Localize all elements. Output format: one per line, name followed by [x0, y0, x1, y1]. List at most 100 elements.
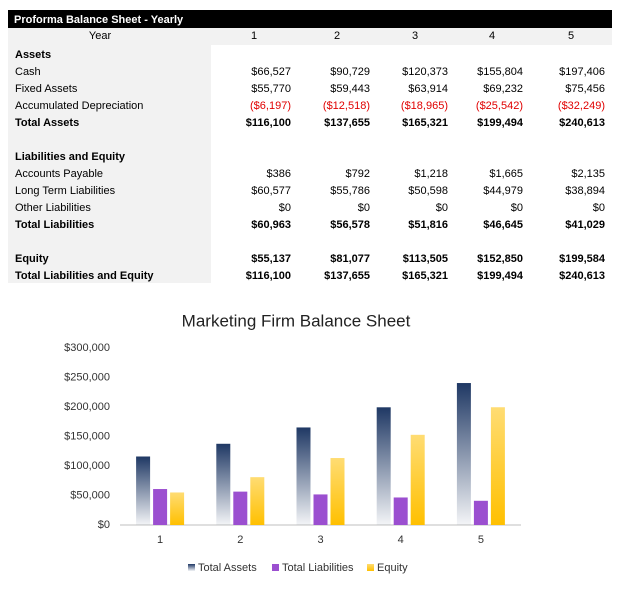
row-value: $51,816	[408, 219, 448, 231]
y-tick-label: $0	[98, 519, 110, 531]
row-value: $41,029	[565, 219, 605, 231]
row-value: $50,598	[408, 185, 448, 197]
row-label: Total Liabilities and Equity	[15, 270, 154, 282]
row-value: $2,135	[571, 168, 605, 180]
header-bg	[8, 28, 612, 45]
header-cell: 4	[488, 30, 496, 42]
legend-swatch	[188, 564, 195, 571]
row-value: $55,786	[330, 185, 370, 197]
row-value: $386	[266, 168, 291, 180]
row-value: $199,584	[559, 253, 605, 265]
y-tick-label: $100,000	[64, 460, 110, 472]
row-value: $75,456	[565, 83, 605, 95]
row-value: $81,077	[330, 253, 370, 265]
row-value: $0	[357, 202, 370, 214]
row-value: $66,527	[251, 66, 291, 78]
bar	[296, 427, 311, 525]
header-cell: 2	[333, 30, 341, 42]
bar	[490, 407, 505, 525]
row-value: $152,850	[477, 253, 523, 265]
row-value: $56,578	[330, 219, 370, 231]
row-value: $1,218	[414, 168, 448, 180]
row-value: $63,914	[408, 83, 448, 95]
y-tick-label: $300,000	[64, 342, 110, 354]
row-value: ($32,249)	[557, 100, 605, 112]
row-label: Fixed Assets	[15, 83, 78, 95]
header-cell: 1	[250, 30, 258, 42]
bar	[473, 500, 488, 525]
row-value: $792	[345, 168, 370, 180]
x-tick-label: 5	[478, 534, 484, 546]
bar	[376, 407, 391, 525]
bar	[170, 492, 185, 525]
legend-swatch	[367, 564, 374, 571]
row-value: ($18,965)	[400, 100, 448, 112]
table-title: Proforma Balance Sheet - Yearly	[14, 14, 184, 26]
legend-label: Total Liabilities	[282, 562, 354, 574]
y-tick-label: $250,000	[64, 371, 110, 383]
row-value: $59,443	[330, 83, 370, 95]
row-value: ($12,518)	[322, 100, 370, 112]
row-label: Accounts Payable	[15, 168, 104, 180]
row-value: $113,505	[402, 253, 448, 265]
row-value: $240,613	[559, 270, 605, 282]
bar	[330, 458, 345, 525]
header-cell: 5	[567, 30, 575, 42]
x-tick-label: 2	[237, 534, 243, 546]
x-tick-label: 3	[317, 534, 323, 546]
row-value: $0	[592, 202, 605, 214]
row-value: ($6,197)	[250, 100, 291, 112]
row-value: $165,321	[402, 117, 448, 129]
row-value: $116,100	[245, 270, 291, 282]
row-label: Equity	[15, 253, 49, 265]
row-value: $197,406	[559, 66, 605, 78]
header-cell: 3	[411, 30, 419, 42]
y-tick-label: $150,000	[64, 430, 110, 442]
header-cell: Year	[88, 30, 112, 42]
row-value: $90,729	[330, 66, 370, 78]
x-tick-label: 4	[398, 534, 404, 546]
row-value: ($25,542)	[475, 100, 523, 112]
title-bar	[8, 10, 612, 28]
legend-label: Equity	[377, 562, 408, 574]
bar	[393, 497, 408, 525]
row-value: $0	[510, 202, 523, 214]
section-heading: Liabilities and Equity	[15, 151, 126, 163]
row-value: $120,373	[402, 66, 448, 78]
bar	[410, 434, 425, 525]
row-value: $55,770	[251, 83, 291, 95]
row-value: $60,963	[251, 219, 291, 231]
row-value: $44,979	[483, 185, 523, 197]
row-label: Long Term Liabilities	[15, 185, 116, 197]
bar	[153, 489, 168, 525]
bar	[313, 494, 328, 525]
bar	[216, 443, 231, 525]
chart-title: Marketing Firm Balance Sheet	[182, 311, 411, 330]
row-label: Total Liabilities	[15, 219, 95, 231]
bar	[250, 477, 265, 525]
row-value: $69,232	[483, 83, 523, 95]
row-value: $240,613	[559, 117, 605, 129]
y-tick-label: $200,000	[64, 401, 110, 413]
y-tick-label: $50,000	[70, 489, 110, 501]
row-value: $55,137	[251, 253, 291, 265]
balance-table: Proforma Balance Sheet - Yearly Year 1 2 3 4…	[8, 10, 612, 283]
bar	[456, 383, 471, 525]
label-column-bg	[8, 45, 211, 283]
row-label: Total Assets	[15, 117, 80, 129]
bar	[233, 491, 248, 525]
row-value: $137,655	[324, 117, 370, 129]
legend-swatch	[272, 564, 279, 571]
legend-label: Total Assets	[198, 562, 257, 574]
row-value: $60,577	[251, 185, 291, 197]
row-value: $199,494	[477, 117, 523, 129]
row-value: $0	[278, 202, 291, 214]
row-value: $0	[435, 202, 448, 214]
row-value: $199,494	[477, 270, 523, 282]
row-value: $1,665	[489, 168, 523, 180]
section-heading: Assets	[15, 49, 52, 61]
x-tick-label: 1	[157, 534, 163, 546]
row-value: $155,804	[477, 66, 523, 78]
row-value: $137,655	[324, 270, 370, 282]
